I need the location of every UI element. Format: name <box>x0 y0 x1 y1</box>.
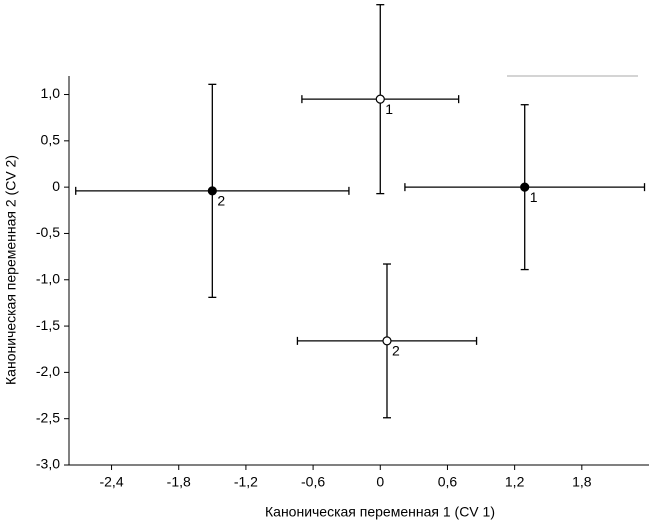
point <box>207 186 217 196</box>
x-tick-label: 1,8 <box>572 474 592 490</box>
point-label: 2 <box>392 343 400 359</box>
x-axis-title: Каноническая переменная 1 (CV 1) <box>265 504 495 520</box>
x-tick-label: -1,2 <box>234 474 258 490</box>
y-tick-label: -2,0 <box>36 363 60 379</box>
point-label: 1 <box>530 189 538 205</box>
y-axis-title: Каноническая переменная 2 (CV 2) <box>3 155 19 385</box>
point <box>382 336 392 346</box>
y-tick-label: -1,0 <box>36 270 60 286</box>
y-tick-label: -0,5 <box>36 224 60 240</box>
y-tick-label: -1,5 <box>36 317 60 333</box>
x-tick-label: 0 <box>376 474 384 490</box>
x-tick-label: 0,6 <box>438 474 458 490</box>
y-tick-label: -3,0 <box>36 456 60 472</box>
y-tick-label: 1,0 <box>41 85 61 101</box>
point <box>520 182 530 192</box>
point-label: 1 <box>385 101 393 117</box>
point <box>375 94 385 104</box>
y-tick-label: 0,5 <box>41 132 61 148</box>
x-tick-label: -0,6 <box>301 474 325 490</box>
x-tick-label: -1,8 <box>167 474 191 490</box>
x-tick-label: -2,4 <box>99 474 123 490</box>
x-tick-label: 1,2 <box>505 474 525 490</box>
y-tick-label: -2,5 <box>36 409 60 425</box>
point-label: 2 <box>217 193 225 209</box>
y-tick-label: 0 <box>52 178 60 194</box>
